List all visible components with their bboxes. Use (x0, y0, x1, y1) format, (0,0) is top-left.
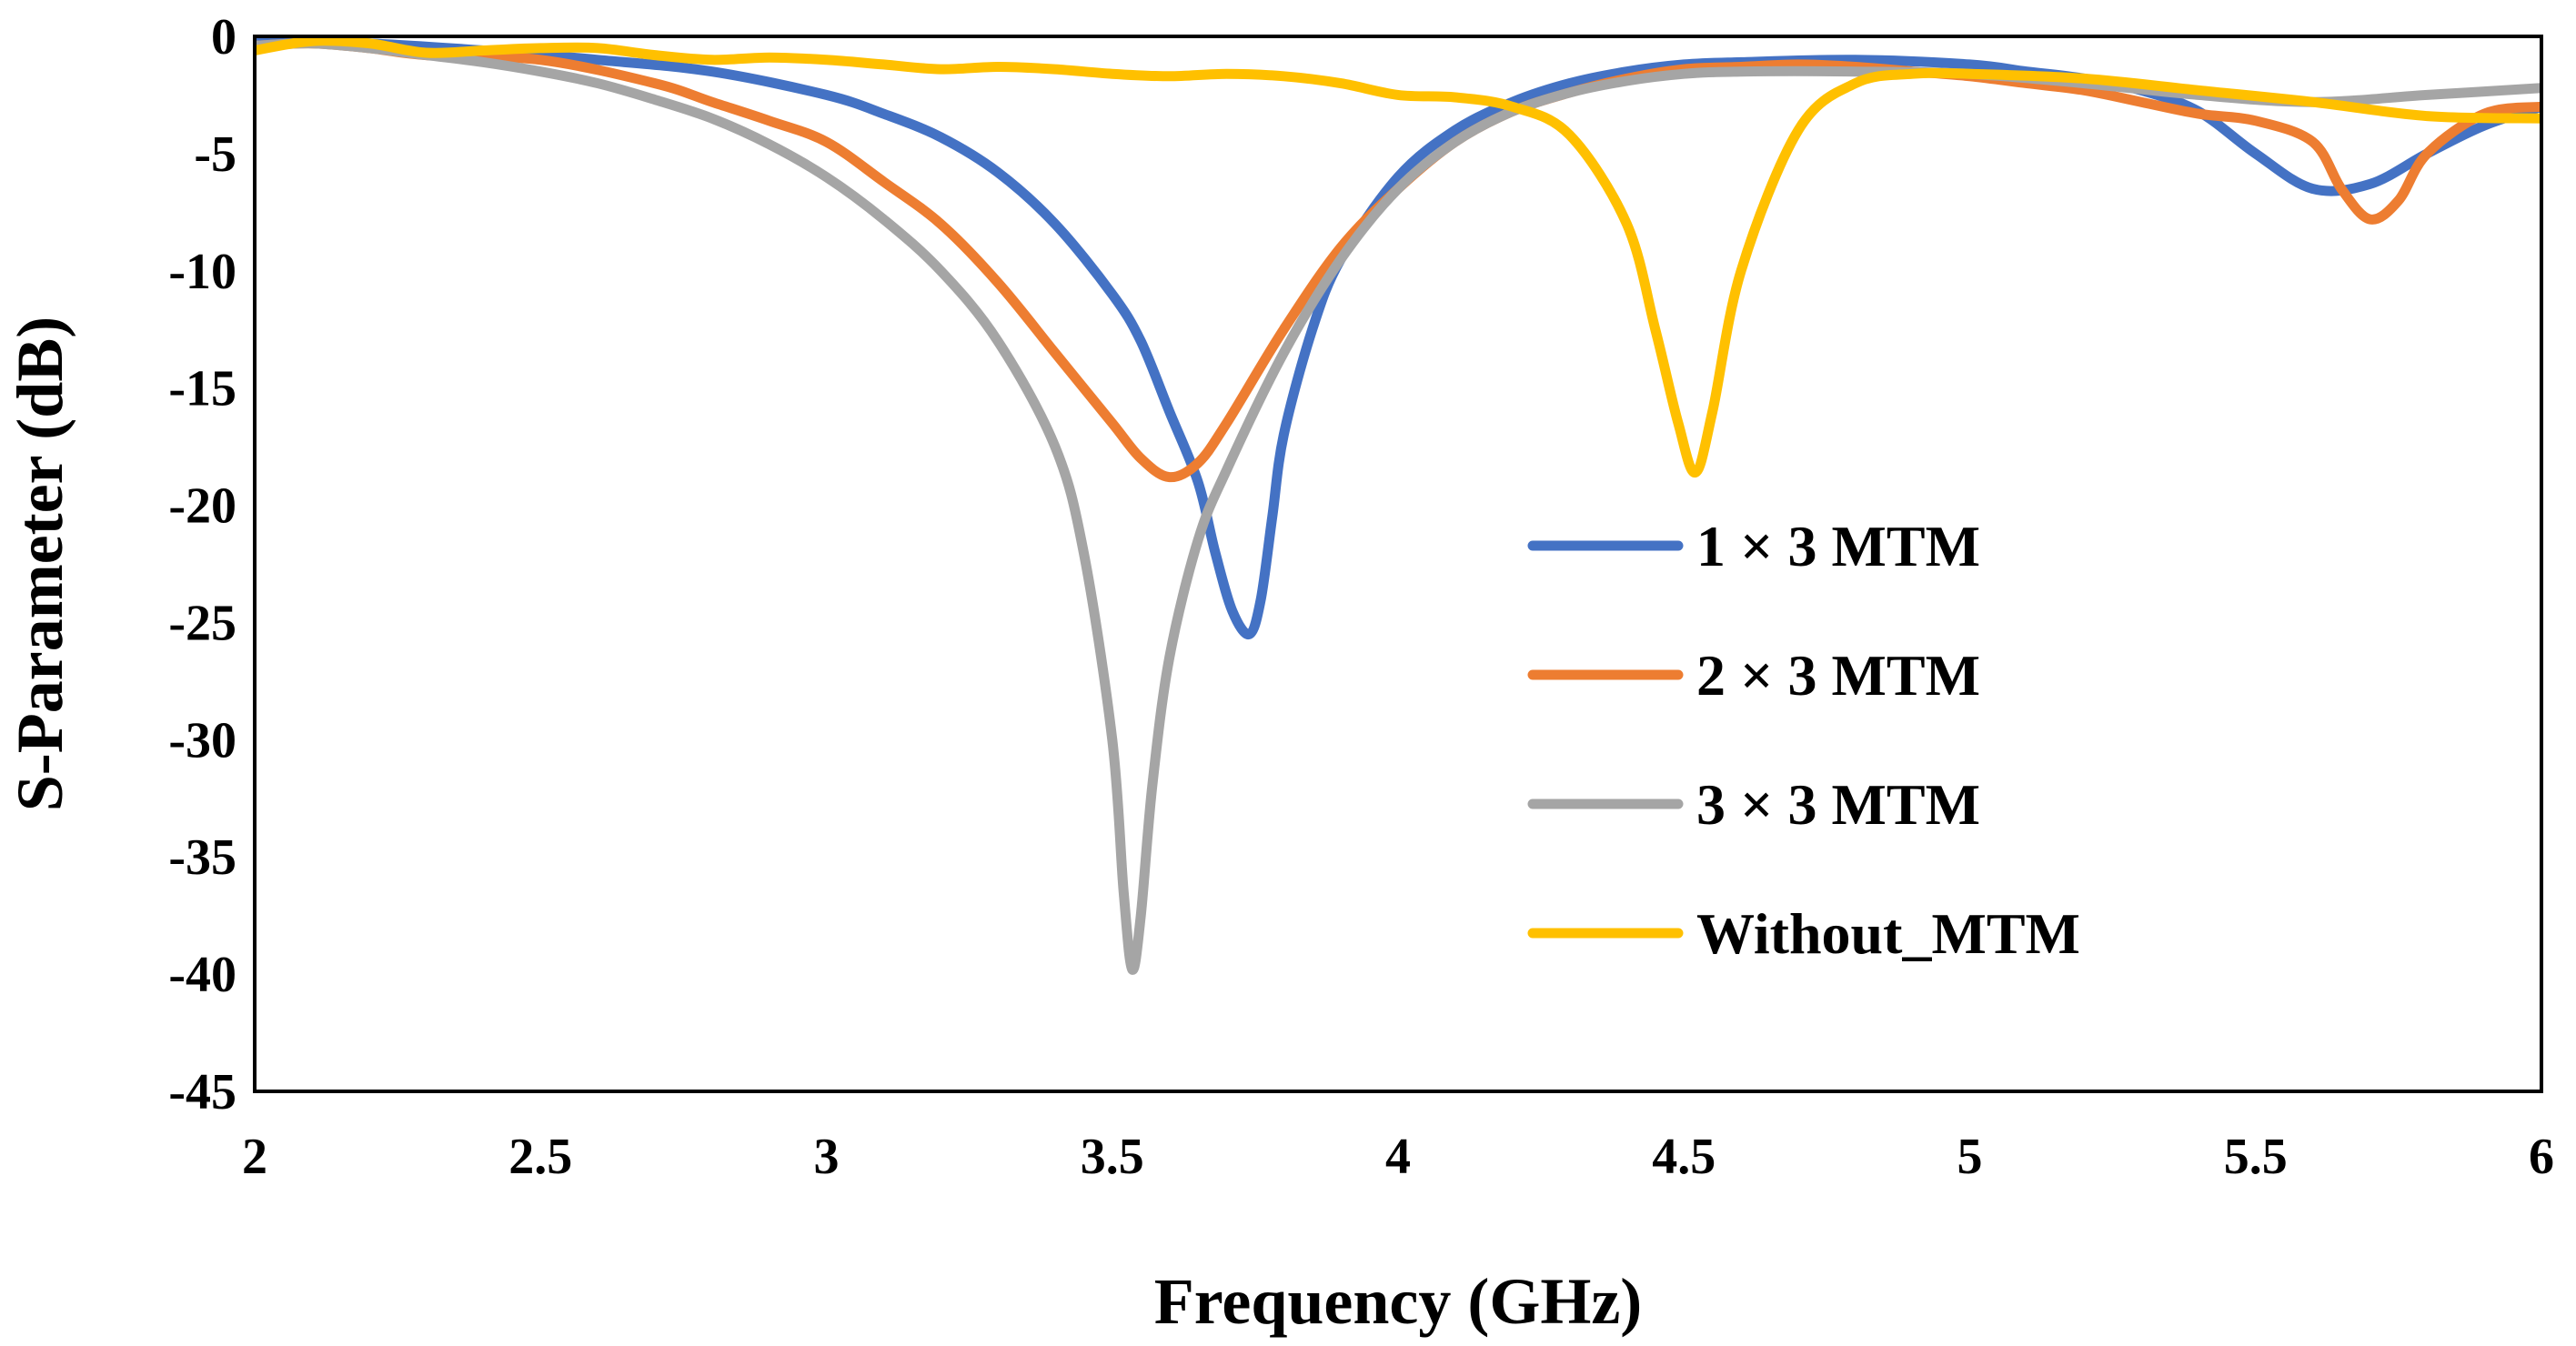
x-tick-label: 4.5 (1652, 1129, 1716, 1185)
x-tick-label: 6 (2529, 1129, 2554, 1185)
x-tick-label: 4 (1385, 1129, 1411, 1185)
series-line-4 (255, 36, 2541, 477)
x-tick-label: 3 (814, 1129, 840, 1185)
legend-label-4: Without_MTM (1696, 901, 2080, 966)
y-tick-label: -20 (168, 478, 236, 535)
x-tick-label: 5 (1957, 1129, 1983, 1185)
x-tick-label: 5.5 (2224, 1129, 2288, 1185)
x-tick-label: 2 (242, 1129, 267, 1185)
legend: 1 × 3 MTM 2 × 3 MTM 3 × 3 MTM Without_MTM (1527, 514, 2080, 966)
legend-label-3: 3 × 3 MTM (1696, 772, 1980, 837)
y-tick-label: -25 (168, 595, 236, 651)
plot-area-frame (253, 35, 2543, 1093)
y-tick-label: 0 (211, 9, 236, 65)
y-axis-title: S-Parameter (dB) (4, 316, 76, 812)
y-tick-label: -15 (168, 361, 236, 417)
x-tick-label: 3.5 (1081, 1129, 1144, 1185)
y-tick-label: -45 (168, 1064, 236, 1120)
legend-label-1: 1 × 3 MTM (1696, 514, 1980, 578)
x-axis-title: Frequency (GHz) (1154, 1265, 1643, 1338)
y-tick-label: -35 (168, 829, 236, 886)
y-tick-label: -5 (194, 126, 236, 183)
series-layer (255, 36, 2541, 975)
tick-labels: 2 2.5 3 3.5 4 4.5 5 5.5 6 0 -5 -10 -15 -20 -25 -30 -35 -4… (168, 9, 2554, 1185)
x-tick-label: 2.5 (508, 1129, 572, 1185)
y-tick-label: -30 (168, 712, 236, 768)
legend-label-2: 2 × 3 MTM (1696, 643, 1980, 708)
y-tick-label: -40 (168, 947, 236, 1003)
y-tick-label: -10 (168, 244, 236, 300)
